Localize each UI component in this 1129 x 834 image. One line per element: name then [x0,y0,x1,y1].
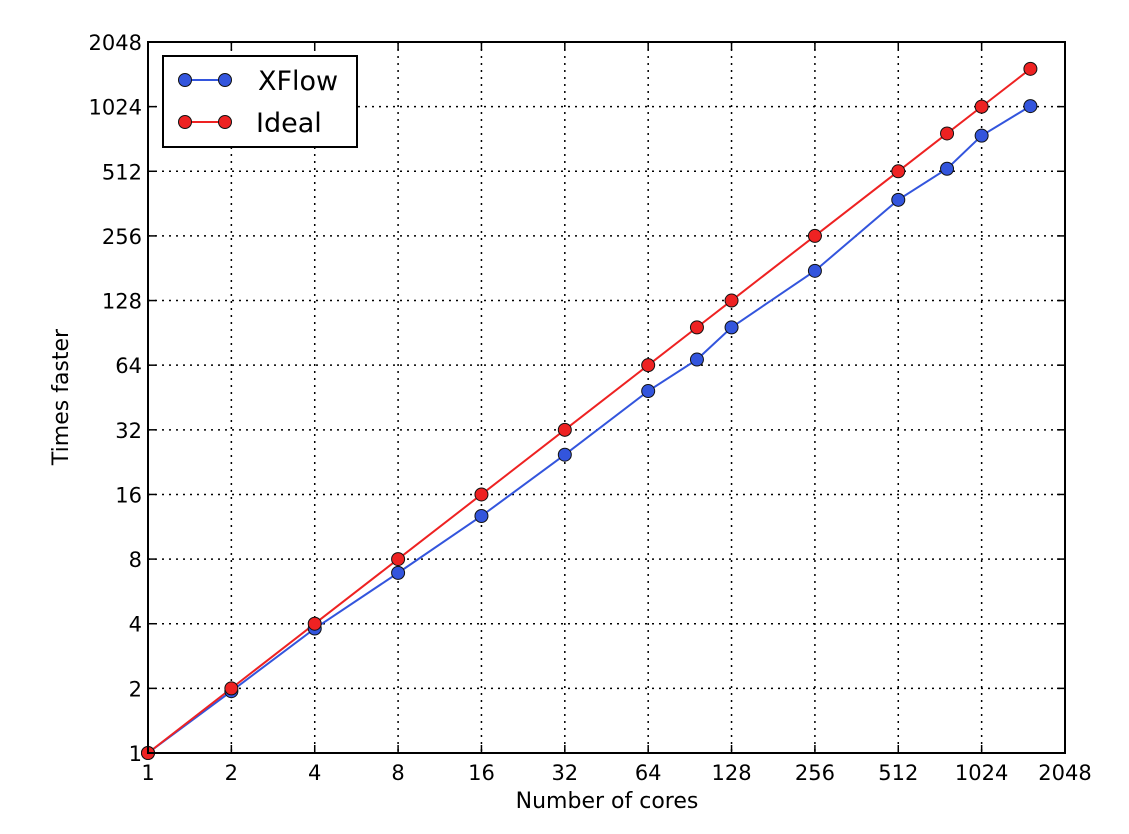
legend-label-ideal: Ideal [256,108,322,139]
y-tick-label: 2 [129,677,142,701]
data-point-xflow [1023,99,1038,114]
ticks: 1 2 4 8 16 32 64 128 256 512 1024 2048 1 2 4 8 16 32 64 128… [89,31,1092,785]
data-point-ideal [557,422,572,437]
x-tick-label: 2 [225,761,238,785]
x-tick-label: 512 [878,761,918,785]
x-tick-label: 64 [635,761,662,785]
x-tick-label: 128 [711,761,751,785]
data-point-xflow [474,508,489,523]
legend-label-xflow: XFlow [258,66,338,97]
data-point-xflow [557,447,572,462]
data-point-ideal [807,228,822,243]
data-point-xflow [807,263,822,278]
y-tick-label: 64 [115,354,142,378]
data-point-ideal [724,293,739,308]
y-tick-label: 256 [102,225,142,249]
y-tick-label: 8 [129,548,142,572]
data-point-ideal [891,164,906,179]
x-tick-label: 256 [795,761,835,785]
legend-box [162,55,358,148]
data-point-ideal [641,358,656,373]
y-tick-label: 4 [129,613,142,637]
y-tick-label: 1 [129,742,142,766]
series-line-ideal [147,68,1032,754]
data-point-xflow [641,384,656,399]
x-tick-label: 1024 [955,761,1008,785]
legend-marker-ideal [178,115,192,129]
series-layer [141,61,1038,760]
data-point-ideal [307,616,322,631]
x-tick-label: 4 [308,761,321,785]
data-point-ideal [1023,61,1038,76]
y-axis-label: Times faster [49,328,74,466]
grid [148,42,1065,753]
y-tick-label: 32 [115,419,142,443]
data-point-ideal [474,487,489,502]
data-point-ideal [974,99,989,114]
data-point-ideal [391,552,406,567]
y-tick-label: 128 [102,290,142,314]
y-tick-label: 1024 [89,96,142,120]
legend-marker-xflow [178,73,192,87]
data-point-xflow [689,352,704,367]
data-point-xflow [724,320,739,335]
legend: XFlow Ideal [162,55,358,148]
data-point-ideal [689,320,704,335]
y-tick-label: 512 [102,160,142,184]
data-point-xflow [940,161,955,176]
x-axis-label: Number of cores [516,789,699,814]
x-tick-label: 8 [391,761,404,785]
series-line-xflow [147,105,1031,754]
data-point-ideal [940,126,955,141]
y-tick-label: 2048 [89,31,142,55]
data-point-xflow [891,192,906,207]
data-point-xflow [974,128,989,143]
data-point-xflow [391,565,406,580]
x-tick-label: 2048 [1038,761,1091,785]
data-point-ideal [224,681,239,696]
plot-frame [147,41,1066,754]
x-tick-label: 16 [468,761,495,785]
x-tick-label: 1 [141,761,154,785]
x-tick-label: 32 [551,761,578,785]
y-tick-label: 16 [115,483,142,507]
